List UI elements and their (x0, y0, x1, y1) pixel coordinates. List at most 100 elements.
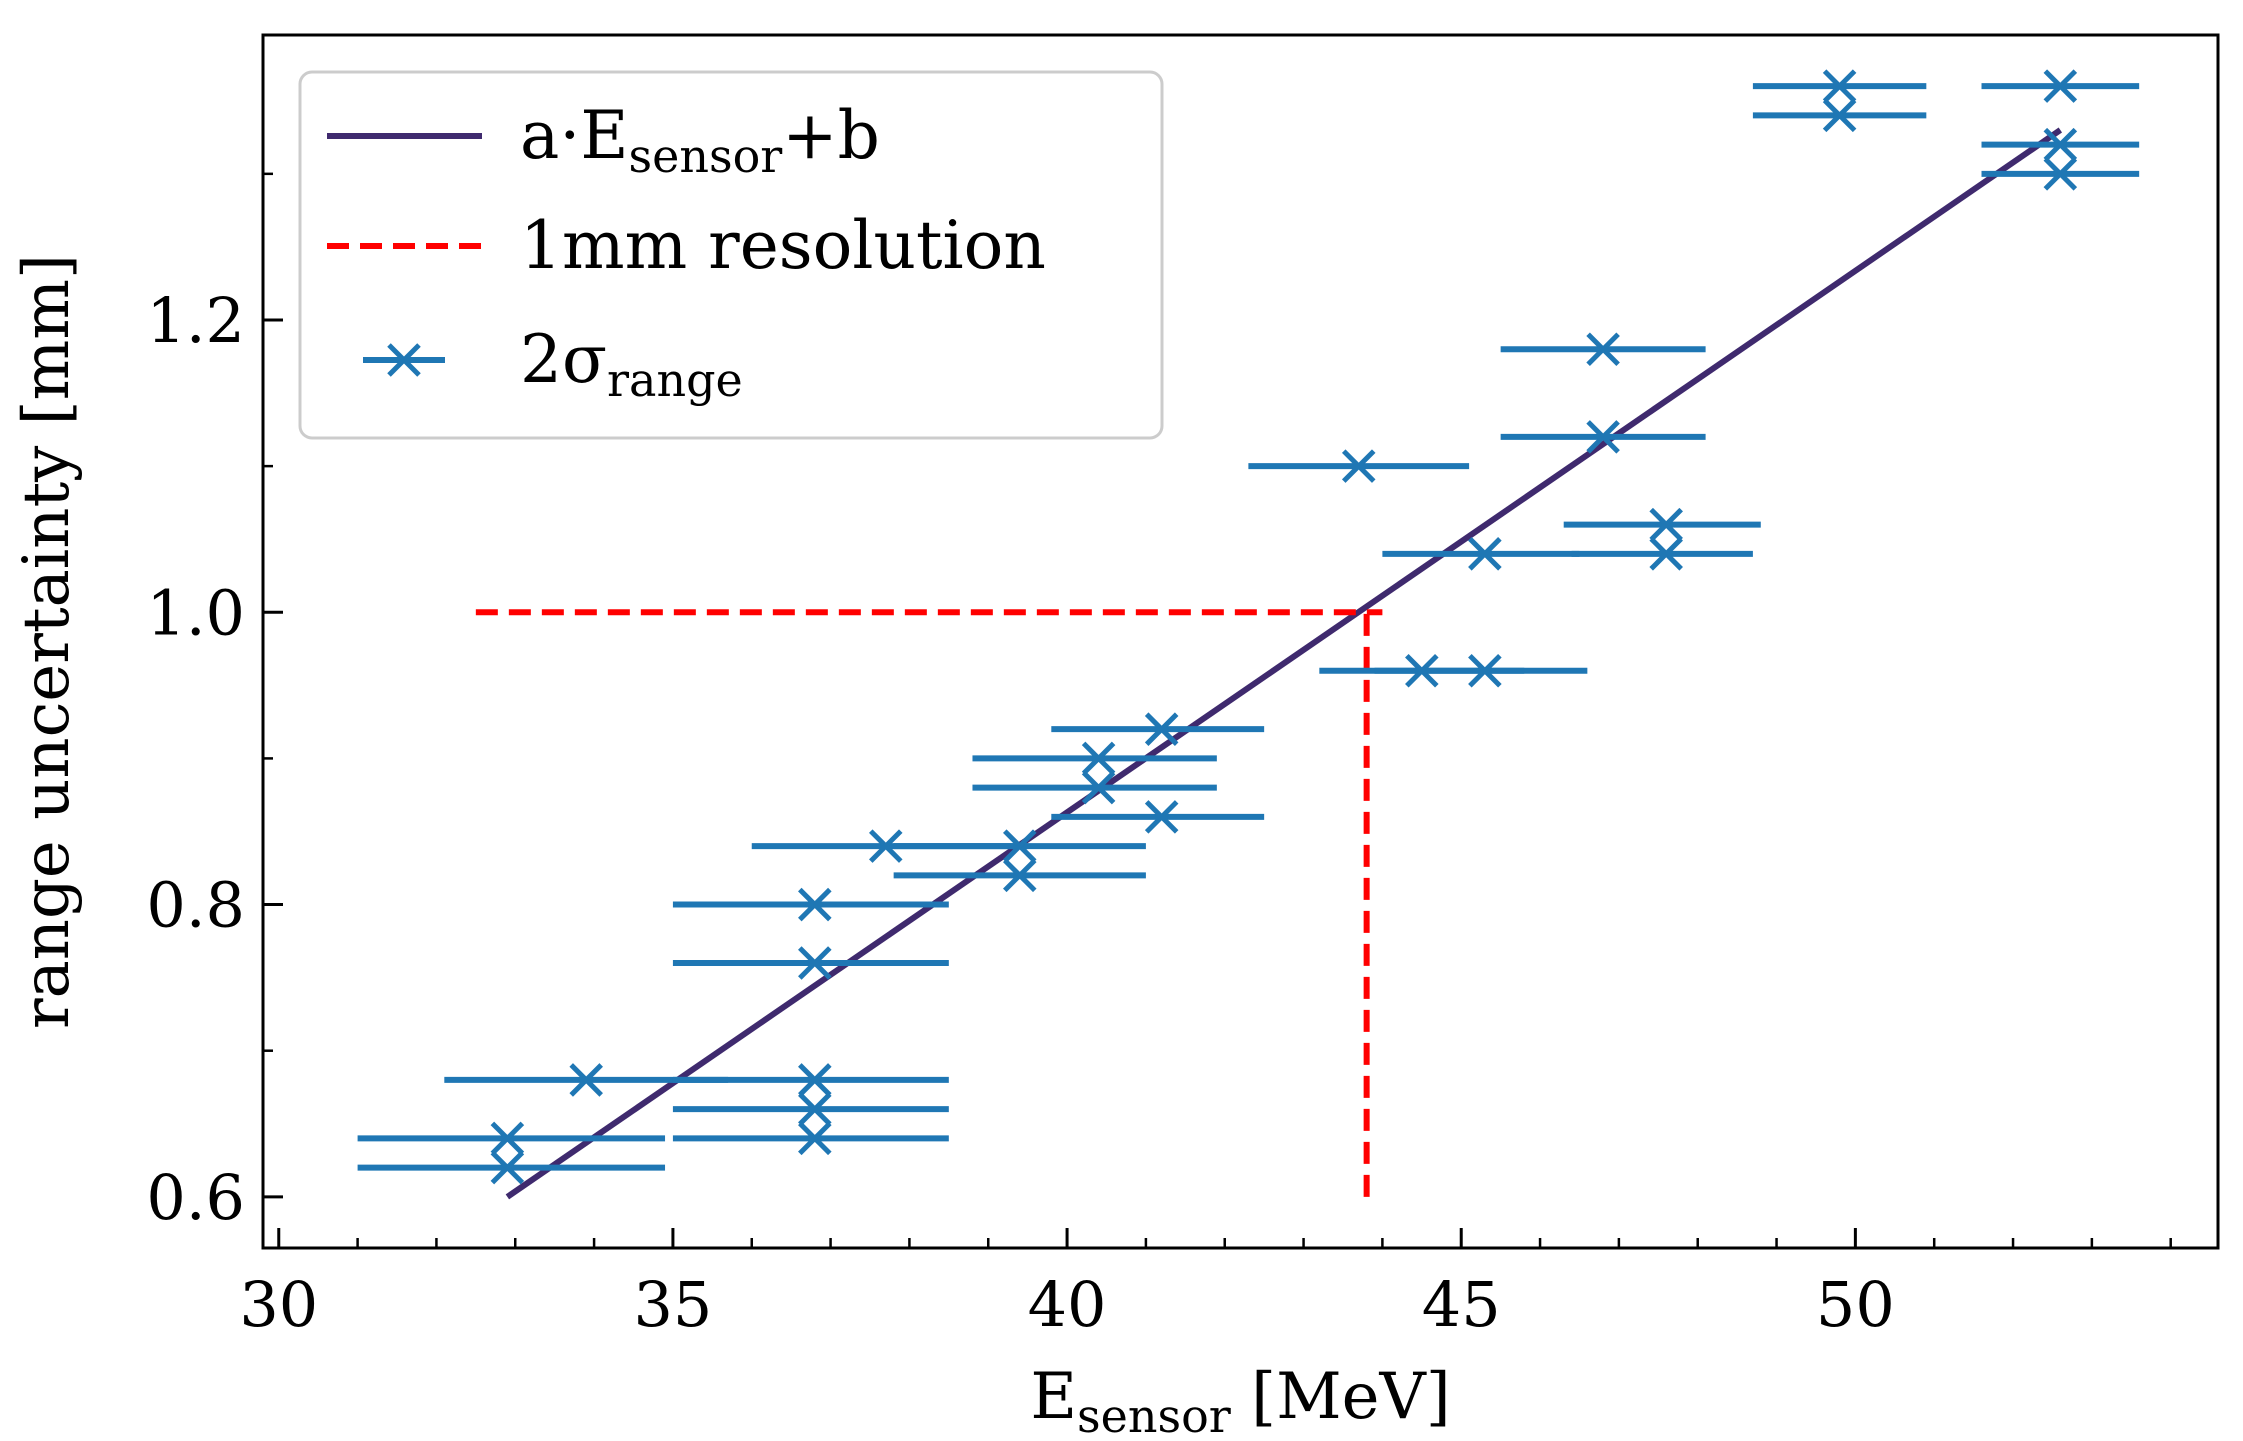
data-point (357, 1150, 666, 1185)
point-marker (868, 829, 903, 863)
point-marker (1586, 332, 1620, 366)
x-axis-label: Esensor [MeV] (1030, 1360, 1450, 1441)
marker-stroke (798, 887, 832, 922)
point-marker (798, 1092, 832, 1126)
axes-frame (261, 33, 2220, 1250)
marker-stroke (490, 1121, 525, 1156)
marker-stroke (798, 1121, 832, 1156)
data-point (1051, 712, 1265, 746)
marker-stroke (1081, 770, 1116, 805)
data-point (972, 741, 1217, 776)
legend-box (298, 70, 1164, 440)
data-point (1500, 332, 1706, 366)
x-tick-label: 40 (1028, 1268, 1107, 1341)
marker-stroke (1003, 829, 1037, 863)
marker-stroke (1003, 858, 1037, 893)
legend-resolution-label: 1mm resolution (520, 207, 1046, 284)
marker-stroke (1468, 653, 1502, 688)
marker-stroke (387, 343, 421, 377)
data-point (1382, 537, 1580, 571)
point-marker (2043, 69, 2078, 103)
point-marker (1144, 800, 1179, 834)
x-tick-label: 50 (1816, 1268, 1895, 1341)
point-marker (1081, 770, 1116, 805)
point-marker (798, 946, 832, 980)
data-point (1563, 507, 1761, 542)
axis-ticks: 30 35 40 45 50 0.6 0.8 1.0 1.2 (146, 172, 2172, 1341)
point-marker (1341, 449, 1376, 483)
marker-stroke (1081, 741, 1116, 776)
marker-stroke (1586, 332, 1620, 366)
marker-stroke (798, 1092, 832, 1126)
marker-stroke (1468, 537, 1502, 571)
y-tick-label: 0.6 (146, 1161, 245, 1234)
point-marker (1586, 420, 1620, 454)
marker-stroke (2043, 157, 2078, 191)
marker-stroke (1822, 69, 1857, 103)
y-tick-label: 1.2 (146, 284, 245, 357)
data-point (672, 887, 949, 922)
marker-stroke (1649, 507, 1683, 542)
legend-points-swatch (363, 343, 445, 377)
legend-points-marker (387, 343, 421, 377)
y-axis-label: range uncertainty [mm] (10, 254, 84, 1029)
point-marker (1144, 712, 1179, 746)
point-marker (1649, 537, 1683, 571)
data-point (1374, 653, 1588, 688)
data-point (1248, 449, 1470, 483)
point-marker (569, 1063, 603, 1097)
marker-stroke (1822, 98, 1857, 133)
x-tick-label: 30 (239, 1268, 318, 1341)
data-point (1500, 420, 1706, 454)
marker-stroke (798, 946, 832, 980)
plot-area (357, 69, 2140, 1200)
point-marker (798, 1063, 832, 1097)
point-marker (490, 1121, 525, 1156)
data-point (972, 770, 1217, 805)
point-marker (2043, 127, 2078, 162)
y-tick-label: 1.0 (146, 576, 245, 649)
data-point (893, 858, 1146, 893)
marker-stroke (1341, 449, 1376, 483)
point-marker (798, 887, 832, 922)
point-marker (1003, 858, 1037, 893)
marker-stroke (2043, 127, 2078, 162)
data-point (1571, 537, 1753, 571)
marker-stroke (569, 1063, 603, 1097)
data-point (357, 1121, 666, 1156)
marker-stroke (798, 1063, 832, 1097)
legend: a·Esensor+b 1mm resolution 2σrange (298, 70, 1164, 440)
point-marker (1822, 69, 1857, 103)
data-point (672, 946, 949, 980)
point-marker (798, 1121, 832, 1156)
data-point (1981, 157, 2140, 191)
data-point (672, 1121, 949, 1156)
point-marker (1468, 653, 1502, 688)
data-point (893, 829, 1146, 863)
legend-fit-label: a·Esensor+b (520, 97, 880, 183)
data-point (1752, 69, 1927, 103)
fit-line (505, 127, 2063, 1200)
data-point (1752, 98, 1927, 133)
x-tick-label: 45 (1422, 1268, 1501, 1341)
point-marker (1081, 741, 1116, 776)
point-marker (2043, 157, 2078, 191)
marker-stroke (868, 829, 903, 863)
point-marker (490, 1150, 525, 1185)
point-marker (1649, 507, 1683, 542)
marker-stroke (2043, 69, 2078, 103)
marker-stroke (1144, 712, 1179, 746)
marker-stroke (1586, 420, 1620, 454)
marker-stroke (1649, 537, 1683, 571)
data-point (1051, 800, 1265, 834)
data-point (1981, 127, 2140, 162)
point-marker (1822, 98, 1857, 133)
data-point (672, 1092, 949, 1126)
x-tick-label: 35 (633, 1268, 712, 1341)
marker-stroke (1144, 800, 1179, 834)
point-marker (1468, 537, 1502, 571)
data-point (1981, 69, 2140, 103)
marker-stroke (490, 1150, 525, 1185)
y-tick-label: 0.8 (146, 869, 245, 942)
